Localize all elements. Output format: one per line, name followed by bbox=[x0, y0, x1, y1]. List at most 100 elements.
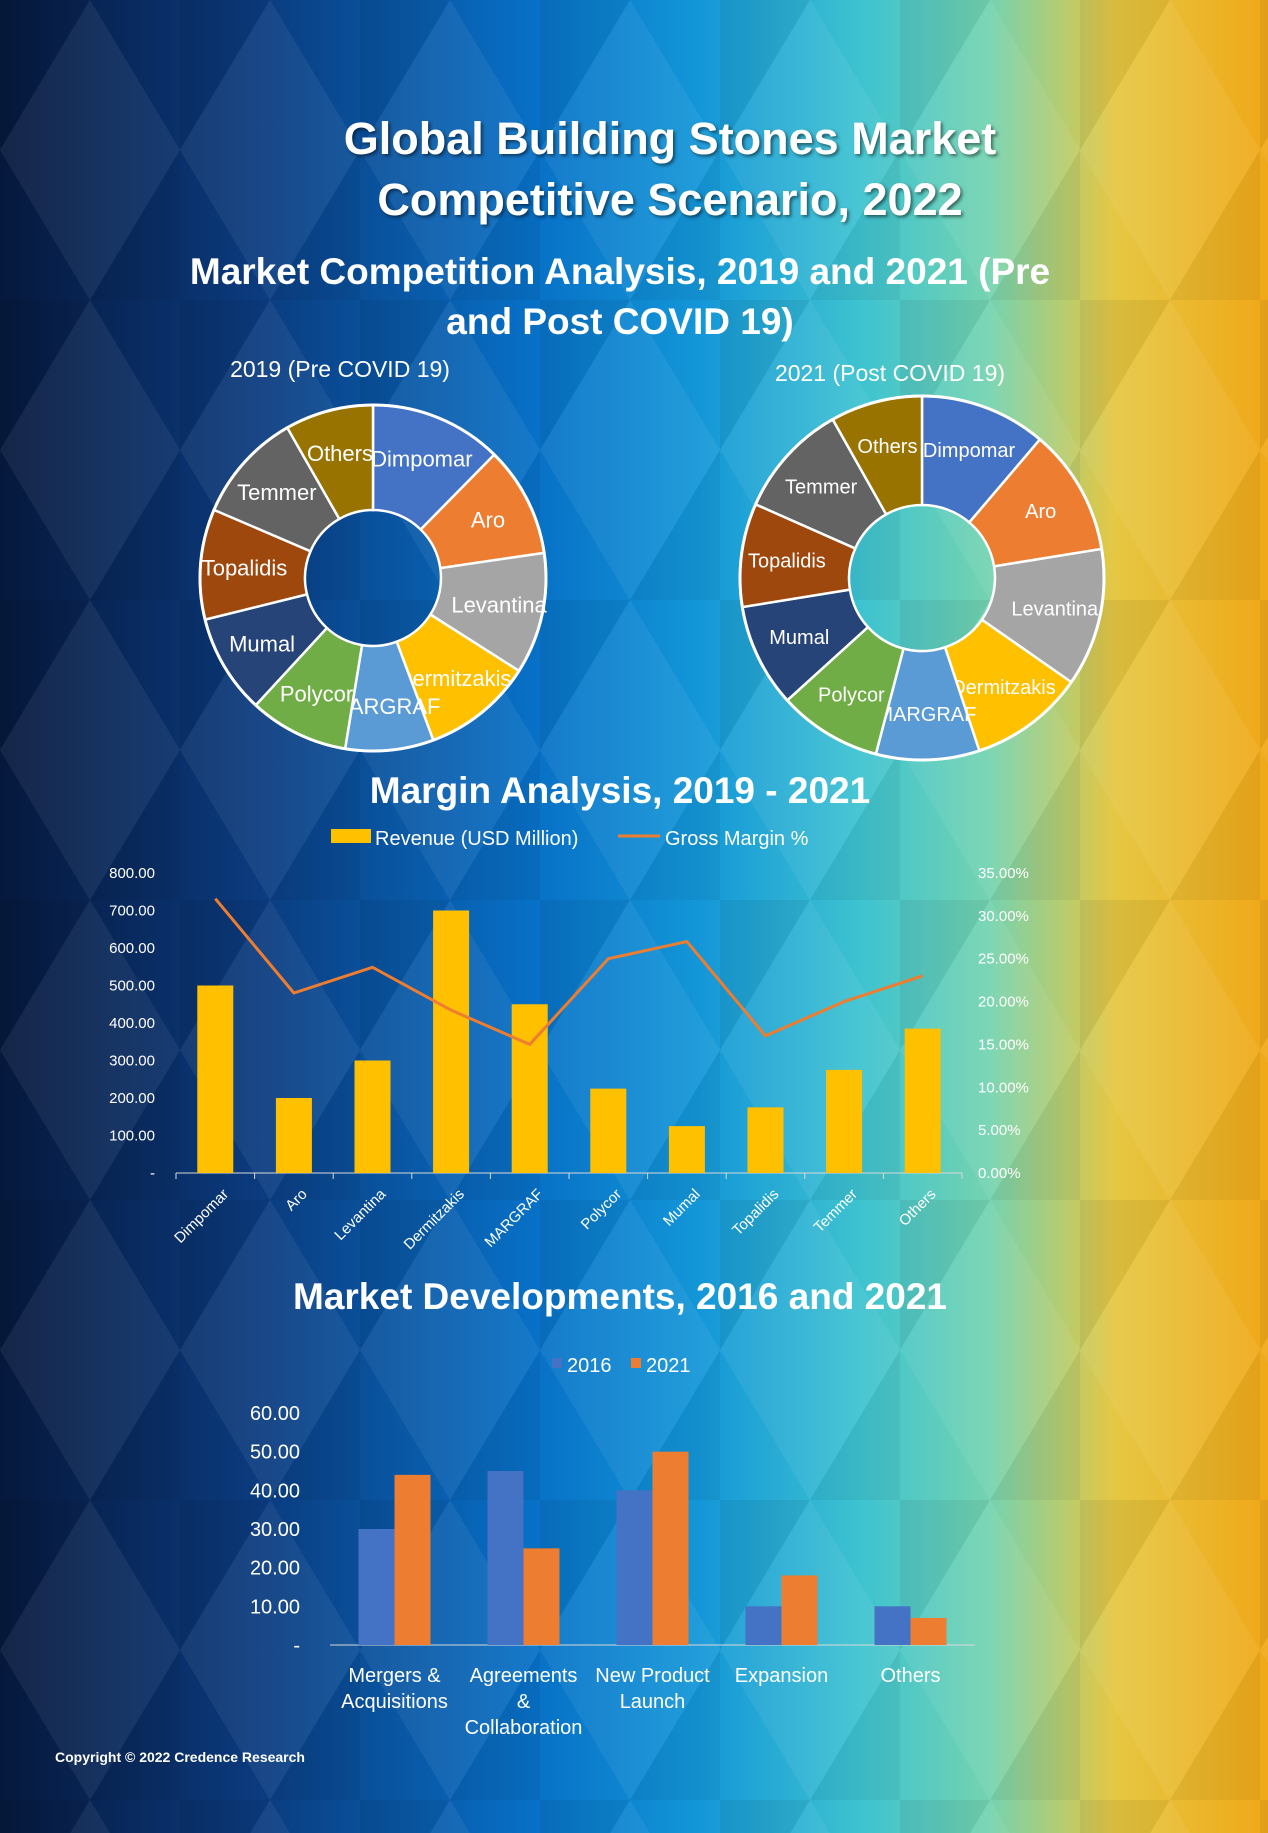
donut1-label-dermitzakis: Dermitzakis bbox=[397, 666, 512, 691]
revenue-bar-dermitzakis bbox=[433, 910, 470, 1173]
dev-x-label: Others bbox=[880, 1665, 940, 1687]
donut2-label-aro: Aro bbox=[1025, 501, 1056, 523]
legend-revenue-label: Revenue (USD Million) bbox=[375, 828, 578, 850]
revenue-bar-levantina bbox=[354, 1060, 391, 1173]
donut1-label-dimpomar: Dimpomar bbox=[371, 446, 472, 471]
dev-y-tick: 50.00 bbox=[250, 1442, 300, 1464]
dev-x-label: New Product bbox=[595, 1665, 710, 1687]
margin-x-label-topalidis: Topalidis bbox=[729, 1186, 782, 1239]
copyright: Copyright © 2022 Credence Research bbox=[55, 1749, 305, 1765]
revenue-bar-polycor bbox=[590, 1088, 627, 1173]
legend-2016-label: 2016 bbox=[567, 1355, 612, 1377]
dev-bar-2021-4 bbox=[910, 1617, 947, 1645]
margin-y2-tick: 5.00% bbox=[978, 1122, 1021, 1139]
margin-y-tick: 800.00 bbox=[109, 865, 155, 882]
margin-x-label-aro: Aro bbox=[282, 1186, 311, 1215]
margin-x-label-dermitzakis: Dermitzakis bbox=[401, 1186, 468, 1253]
dev-bar-2016-0 bbox=[358, 1529, 395, 1645]
margin-y-tick: - bbox=[150, 1165, 155, 1182]
pie-2021-title: 2021 (Post COVID 19) bbox=[774, 360, 1006, 386]
margin-x-label-levantina: Levantina bbox=[331, 1185, 389, 1243]
donut1-label-temmer: Temmer bbox=[237, 480, 316, 505]
margin-chart-title: Margin Analysis, 2019 - 2021 bbox=[369, 770, 871, 811]
revenue-bar-dimpomar bbox=[197, 985, 234, 1173]
margin-x-label-temmer: Temmer bbox=[811, 1186, 861, 1236]
legend-2021-label: 2021 bbox=[646, 1355, 691, 1377]
dev-bar-2016-3 bbox=[745, 1606, 782, 1645]
margin-y-tick: 400.00 bbox=[109, 1015, 155, 1032]
legend-2016-swatch bbox=[552, 1358, 562, 1368]
dev-y-tick: 10.00 bbox=[250, 1596, 300, 1618]
margin-y-tick: 500.00 bbox=[109, 978, 155, 995]
margin-y2-tick: 25.00% bbox=[978, 951, 1029, 968]
donut1-label-others: Others bbox=[307, 441, 373, 466]
margin-x-label-others: Others bbox=[896, 1186, 940, 1230]
margin-x-label-margraf: MARGRAF bbox=[481, 1186, 546, 1251]
dev-x-label: Collaboration bbox=[465, 1717, 583, 1739]
section-title-competition: Market Competition Analysis, 2019 and 20… bbox=[189, 251, 1051, 342]
revenue-bar-aro bbox=[275, 1098, 312, 1173]
margin-y2-tick: 0.00% bbox=[978, 1165, 1021, 1182]
margin-y2-tick: 30.00% bbox=[978, 908, 1029, 925]
dev-bar-2021-3 bbox=[781, 1575, 818, 1645]
dev-y-tick: - bbox=[293, 1635, 300, 1657]
dev-bar-2016-4 bbox=[874, 1606, 911, 1645]
donut1-label-mumal: Mumal bbox=[229, 631, 295, 656]
margin-y-tick: 700.00 bbox=[109, 903, 155, 920]
dev-x-label: Launch bbox=[620, 1691, 686, 1713]
margin-x-label-dimpomar: Dimpomar bbox=[171, 1186, 232, 1247]
margin-y-tick: 600.00 bbox=[109, 940, 155, 957]
legend-revenue-swatch bbox=[331, 829, 371, 843]
dev-x-label: Agreements bbox=[470, 1665, 578, 1687]
margin-x-label-polycor: Polycor bbox=[578, 1186, 625, 1233]
donut2-label-dermitzakis: Dermitzakis bbox=[951, 677, 1055, 699]
donut1-outline bbox=[198, 403, 548, 753]
dev-y-tick: 30.00 bbox=[250, 1519, 300, 1541]
dev-bar-2016-2 bbox=[616, 1490, 653, 1645]
donut2-label-levantina: Levantina bbox=[1011, 598, 1099, 620]
margin-y-tick: 200.00 bbox=[109, 1090, 155, 1107]
dev-x-label: & bbox=[517, 1691, 531, 1713]
margin-x-label-mumal: Mumal bbox=[660, 1186, 704, 1230]
main-title: Global Building Stones Market Competitiv… bbox=[343, 113, 997, 225]
revenue-bar-temmer bbox=[826, 1069, 863, 1173]
donut1-label-polycor: Polycor bbox=[280, 682, 353, 707]
dev-y-tick: 60.00 bbox=[250, 1403, 300, 1425]
donut2-label-margraf: MARGRAF bbox=[876, 704, 976, 726]
margin-y2-tick: 35.00% bbox=[978, 865, 1029, 882]
developments-chart-title: Market Developments, 2016 and 2021 bbox=[293, 1276, 947, 1317]
dev-x-label: Acquisitions bbox=[341, 1691, 448, 1713]
revenue-bar-others bbox=[904, 1028, 941, 1173]
dev-x-label: Expansion bbox=[735, 1665, 828, 1687]
dev-bar-2016-1 bbox=[487, 1471, 524, 1645]
dev-bar-2021-0 bbox=[394, 1474, 431, 1645]
dev-bar-2021-2 bbox=[652, 1451, 689, 1645]
legend-2021-swatch bbox=[631, 1358, 641, 1368]
margin-y2-tick: 15.00% bbox=[978, 1036, 1029, 1053]
donut1-label-topalidis: Topalidis bbox=[202, 555, 288, 580]
gross-margin-line bbox=[214, 897, 924, 1046]
dev-bar-2021-1 bbox=[523, 1548, 560, 1645]
dev-y-tick: 40.00 bbox=[250, 1480, 300, 1502]
pie-2019-title: 2019 (Pre COVID 19) bbox=[230, 356, 450, 382]
donut2-label-mumal: Mumal bbox=[769, 627, 829, 649]
donut2-outline bbox=[738, 394, 1106, 762]
revenue-bar-topalidis bbox=[747, 1107, 784, 1173]
donut2-label-dimpomar: Dimpomar bbox=[923, 440, 1016, 462]
donut2-label-polycor: Polycor bbox=[818, 684, 885, 706]
donut2-label-topalidis: Topalidis bbox=[748, 551, 826, 573]
donut2-label-others: Others bbox=[857, 436, 917, 458]
revenue-bar-mumal bbox=[668, 1126, 705, 1173]
donut1-label-aro: Aro bbox=[471, 507, 505, 532]
legend-margin-label: Gross Margin % bbox=[665, 828, 809, 850]
donut1-label-levantina: Levantina bbox=[451, 593, 547, 618]
margin-y2-tick: 10.00% bbox=[978, 1079, 1029, 1096]
donut2-label-temmer: Temmer bbox=[785, 476, 858, 498]
margin-y-tick: 100.00 bbox=[109, 1128, 155, 1145]
dev-x-label: Mergers & bbox=[348, 1665, 441, 1687]
margin-y2-tick: 20.00% bbox=[978, 994, 1029, 1011]
dev-y-tick: 20.00 bbox=[250, 1558, 300, 1580]
margin-y-tick: 300.00 bbox=[109, 1053, 155, 1070]
